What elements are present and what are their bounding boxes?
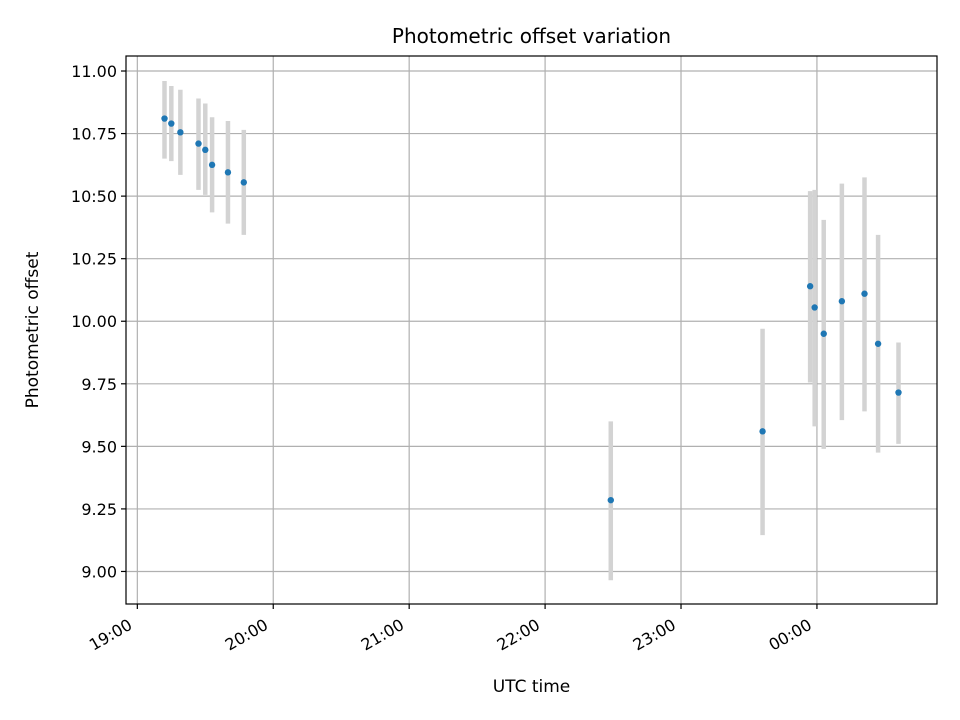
data-point <box>874 340 882 347</box>
x-tick-label: 19:00 <box>86 615 135 655</box>
y-tick-label: 9.50 <box>81 437 117 456</box>
data-point <box>806 283 814 290</box>
data-point <box>759 428 766 435</box>
y-axis-label: Photometric offset <box>23 251 43 408</box>
x-tick-label: 00:00 <box>766 615 815 655</box>
data-point <box>838 298 846 305</box>
chart-title: Photometric offset variation <box>392 24 671 48</box>
y-tick-label: 10.00 <box>71 312 117 331</box>
y-tick-label: 10.25 <box>71 250 117 269</box>
data-point <box>895 389 902 396</box>
data-point <box>861 290 868 297</box>
data-point <box>161 115 168 122</box>
y-axis-ticks: 9.00 9.25 9.50 9.75 10.00 10.25 10:50 10.75 11.0… <box>71 62 126 581</box>
error-bars <box>162 81 901 581</box>
data-point <box>168 120 175 127</box>
data-points <box>161 115 902 504</box>
y-tick-label: 9.25 <box>81 500 117 519</box>
data-point <box>811 304 818 311</box>
data-point <box>202 146 209 154</box>
grid-lines <box>126 56 937 604</box>
x-tick-label: 23:00 <box>630 615 679 655</box>
plot-frame <box>125 55 938 605</box>
data-point <box>607 496 614 504</box>
data-point <box>177 129 184 136</box>
y-tick-label: 11.00 <box>71 62 117 81</box>
y-tick-label: 10:50 <box>71 187 117 206</box>
x-tick-label: 20:00 <box>222 615 271 655</box>
data-point <box>208 161 216 169</box>
data-point <box>820 330 827 337</box>
data-point <box>240 179 247 186</box>
x-axis-ticks: 19:00 20:00 21:00 22:00 23:00 00:00 <box>86 604 818 655</box>
y-tick-label: 10.75 <box>71 125 117 144</box>
x-tick-label: 22:00 <box>494 615 543 655</box>
data-point <box>224 169 232 176</box>
x-tick-label: 21:00 <box>358 615 407 655</box>
y-tick-label: 9.75 <box>81 375 117 394</box>
data-point <box>195 140 202 147</box>
y-tick-label: 9.00 <box>81 562 117 581</box>
x-axis-label: UTC time <box>493 677 571 697</box>
